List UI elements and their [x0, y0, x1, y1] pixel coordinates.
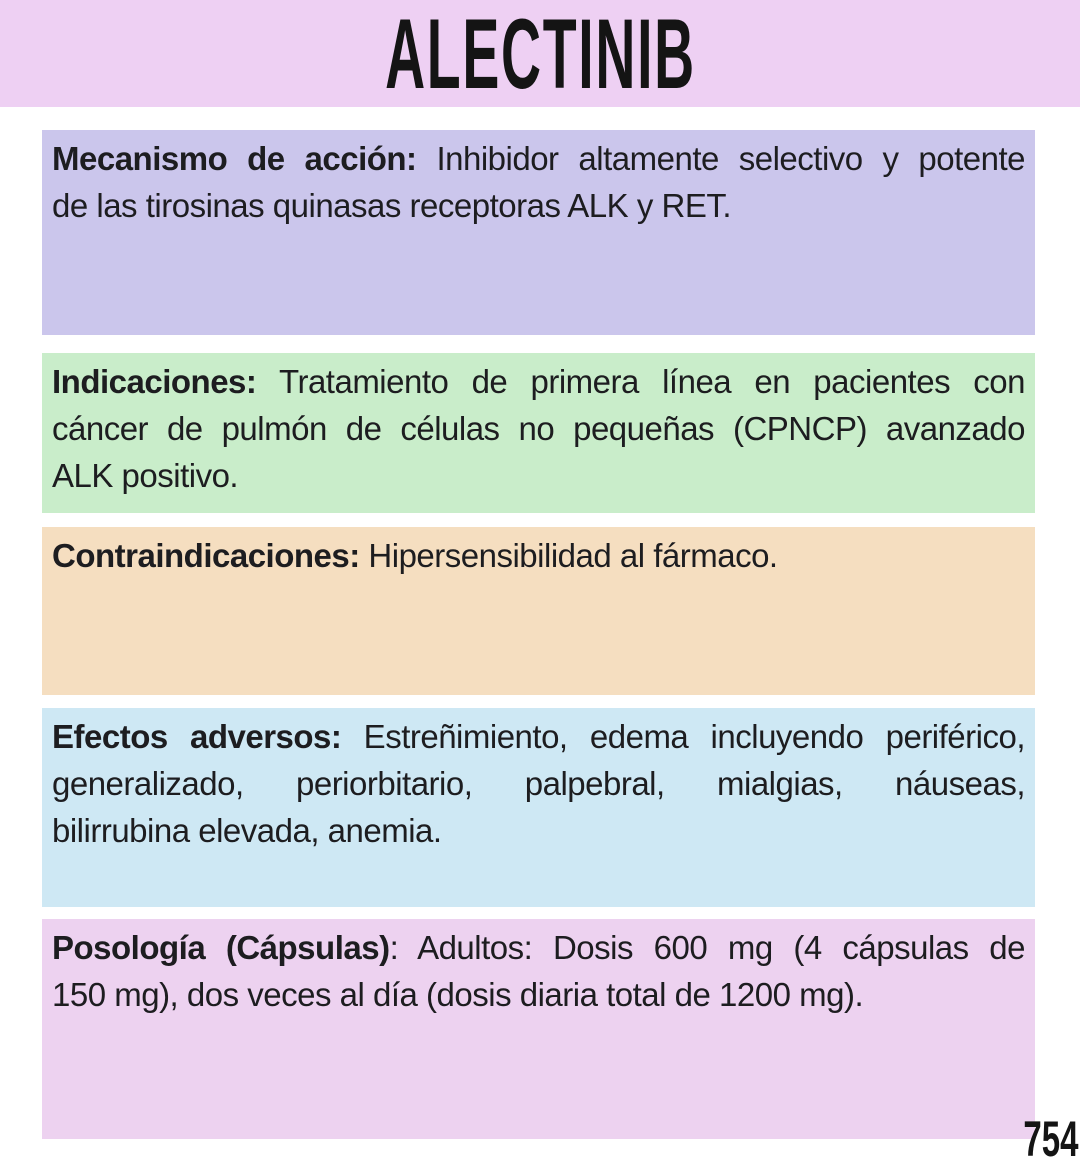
section-text-line: cáncer de pulmón de células no pequeñas …	[52, 410, 1026, 447]
section-text-line: bilirrubina elevada, anemia.	[52, 812, 442, 849]
section-text-line: generalizado, periorbitario, palpebral, …	[52, 765, 1026, 802]
page-number: 754	[1022, 1111, 1078, 1167]
section-text: Estreñimiento, edema incluyendo periféri…	[341, 718, 1026, 755]
section-text-line: ALK positivo.	[52, 457, 239, 494]
section-text: Tratamiento de primera línea en paciente…	[256, 363, 1025, 400]
card-header: ALECTINIB	[0, 0, 1080, 107]
section-label: Mecanismo de acción:	[52, 140, 417, 177]
section-text-line: Mecanismo de acción: Inhibidor altamente…	[52, 135, 1026, 182]
section-label: Contraindicaciones:	[52, 537, 360, 574]
section-efectos-adversos: Efectos adversos: Estreñimiento, edema i…	[42, 708, 1035, 907]
section-label: Posología (Cápsulas)	[52, 929, 390, 966]
section-text-line: de las tirosinas quinasas receptoras ALK…	[52, 187, 732, 224]
section-text-line: Efectos adversos: Estreñimiento, edema i…	[52, 713, 1026, 760]
section-text: : Adultos: Dosis 600 mg (4 cápsulas de	[389, 929, 1026, 966]
section-mecanismo-de-accion: Mecanismo de acción: Inhibidor altamente…	[42, 130, 1035, 335]
section-posologia: Posología (Cápsulas): Adultos: Dosis 600…	[42, 919, 1035, 1139]
section-text-line: Indicaciones: Tratamiento de primera lín…	[52, 358, 1025, 405]
section-text: Inhibidor altamente selectivo y potente	[416, 140, 1026, 177]
section-text-line: Posología (Cápsulas): Adultos: Dosis 600…	[52, 924, 1026, 971]
section-indicaciones: Indicaciones: Tratamiento de primera lín…	[42, 353, 1035, 513]
section-text: Hipersensibilidad al fármaco.	[359, 537, 778, 574]
section-text-line: Contraindicaciones: Hipersensibilidad al…	[52, 532, 1025, 579]
section-label: Indicaciones:	[52, 363, 257, 400]
section-label: Efectos adversos:	[52, 718, 342, 755]
drug-title: ALECTINIB	[384, 0, 696, 109]
section-contraindicaciones: Contraindicaciones: Hipersensibilidad al…	[42, 527, 1035, 695]
section-text-line: 150 mg), dos veces al día (dosis diaria …	[52, 976, 864, 1013]
